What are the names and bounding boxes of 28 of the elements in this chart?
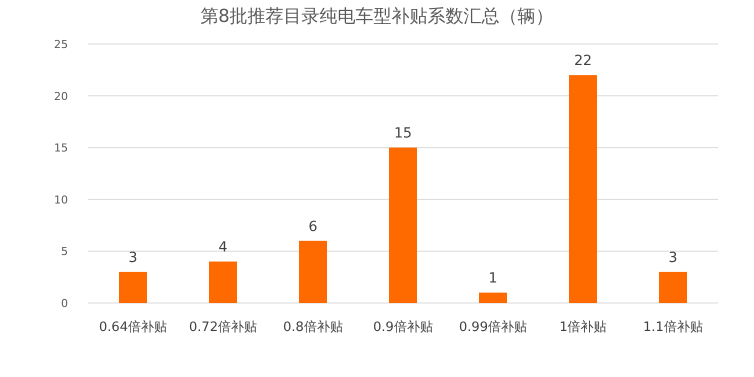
bar <box>569 75 597 303</box>
bar <box>299 240 327 303</box>
data-label: 6 <box>308 218 318 235</box>
y-tick-label: 15 <box>54 142 68 155</box>
y-tick-label: 5 <box>61 245 68 258</box>
data-label: 15 <box>394 126 412 142</box>
data-label: 1 <box>488 270 498 287</box>
data-label: 3 <box>128 250 138 266</box>
x-tick-label: 1倍补贴 <box>559 320 607 335</box>
bar <box>659 272 687 303</box>
x-tick-label: 1.1倍补贴 <box>643 320 703 335</box>
bar <box>479 292 507 303</box>
y-tick-label: 25 <box>54 38 68 51</box>
bar <box>389 148 417 303</box>
y-tick-label: 20 <box>54 90 68 103</box>
x-tick-label: 0.9倍补贴 <box>373 320 433 335</box>
y-tick-label: 10 <box>54 193 68 206</box>
x-tick-label: 0.8倍补贴 <box>283 320 343 335</box>
data-label: 4 <box>218 240 228 256</box>
y-tick-label: 0 <box>61 297 68 310</box>
bar <box>119 272 147 303</box>
chart-title: 第8批推荐目录纯电车型补贴系数汇总（辆） <box>200 6 554 27</box>
bar <box>209 262 237 303</box>
data-label: 3 <box>668 250 678 266</box>
x-tick-label: 0.72倍补贴 <box>189 320 257 335</box>
x-tick-label: 0.99倍补贴 <box>459 320 527 335</box>
x-tick-label: 0.64倍补贴 <box>99 320 167 335</box>
data-label: 22 <box>574 53 592 70</box>
